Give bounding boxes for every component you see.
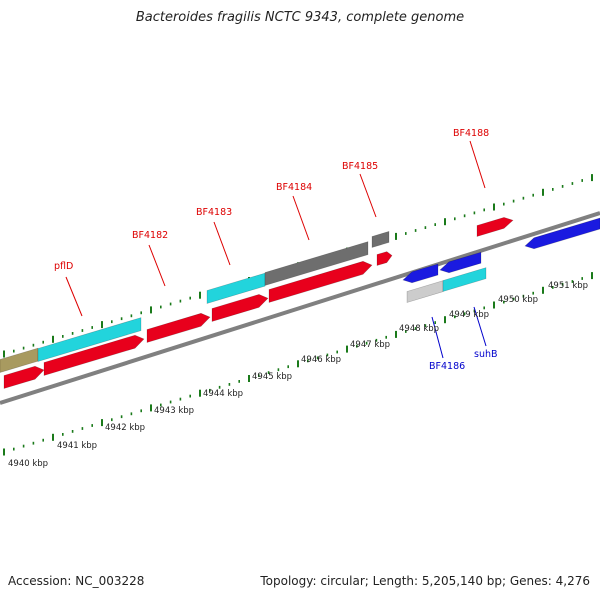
genome-summary-text: Topology: circular; Length: 5,205,140 bp…	[260, 574, 590, 588]
gene-label-pfld: pflD	[54, 261, 73, 272]
label-leader-lines	[65, 140, 487, 359]
cds-feature-hit	[442, 267, 487, 292]
cds-feature-reverse	[439, 251, 482, 274]
cds-feature	[268, 260, 373, 303]
cds-feature	[3, 365, 45, 389]
cds-feature	[211, 294, 269, 322]
kbp-label: 4942 kbp	[105, 423, 145, 433]
gene-label-bf4185: BF4185	[342, 161, 378, 172]
gene-features	[0, 217, 600, 389]
kbp-label: 4940 kbp	[8, 459, 48, 469]
kbp-label: 4944 kbp	[203, 389, 243, 399]
backbone-line	[0, 211, 600, 405]
kbp-label: 4946 kbp	[301, 355, 341, 365]
leader-line	[431, 316, 444, 359]
cds-feature	[406, 280, 444, 303]
gene-label-bf4182: BF4182	[132, 230, 168, 241]
cds-feature	[476, 217, 514, 237]
cds-feature	[43, 334, 145, 376]
kbp-label: 4949 kbp	[449, 310, 489, 320]
lower-scale-ticks	[3, 272, 593, 456]
gene-label-bf4186: BF4186	[429, 361, 465, 372]
map-title: Bacteroides fragilis NCTC 9343, complete…	[135, 10, 465, 25]
leader-line	[148, 244, 166, 287]
kbp-label: 4943 kbp	[154, 406, 194, 416]
cds-feature-hit	[206, 272, 266, 304]
cds-feature	[376, 251, 393, 266]
leader-line	[292, 195, 310, 241]
accession-text: Accession: NC_003228	[8, 574, 145, 588]
kbp-label: 4950 kbp	[498, 295, 538, 305]
kbp-label: 4947 kbp	[350, 340, 390, 350]
genome-backbone	[0, 211, 600, 405]
leader-line	[473, 306, 487, 347]
leader-line	[213, 221, 231, 266]
gene-label-bf4184: BF4184	[276, 182, 312, 193]
kbp-label: 4948 kbp	[399, 324, 439, 334]
gene-label-suhb: suhB	[474, 349, 498, 360]
gene-label-bf4183: BF4183	[196, 207, 232, 218]
cds-feature-hit	[37, 317, 142, 362]
cds-feature	[264, 241, 369, 286]
kbp-label: 4941 kbp	[57, 441, 97, 451]
leader-line	[469, 140, 486, 189]
leader-line	[65, 276, 83, 317]
cds-feature	[146, 312, 211, 343]
kbp-label: 4951 kbp	[548, 281, 588, 291]
leader-line	[359, 173, 377, 218]
gene-label-bf4188: BF4188	[453, 128, 489, 139]
cds-feature-reverse	[524, 217, 600, 250]
cds-feature	[371, 230, 390, 248]
cds-feature-reverse	[402, 263, 439, 284]
kbp-label: 4945 kbp	[252, 372, 292, 382]
